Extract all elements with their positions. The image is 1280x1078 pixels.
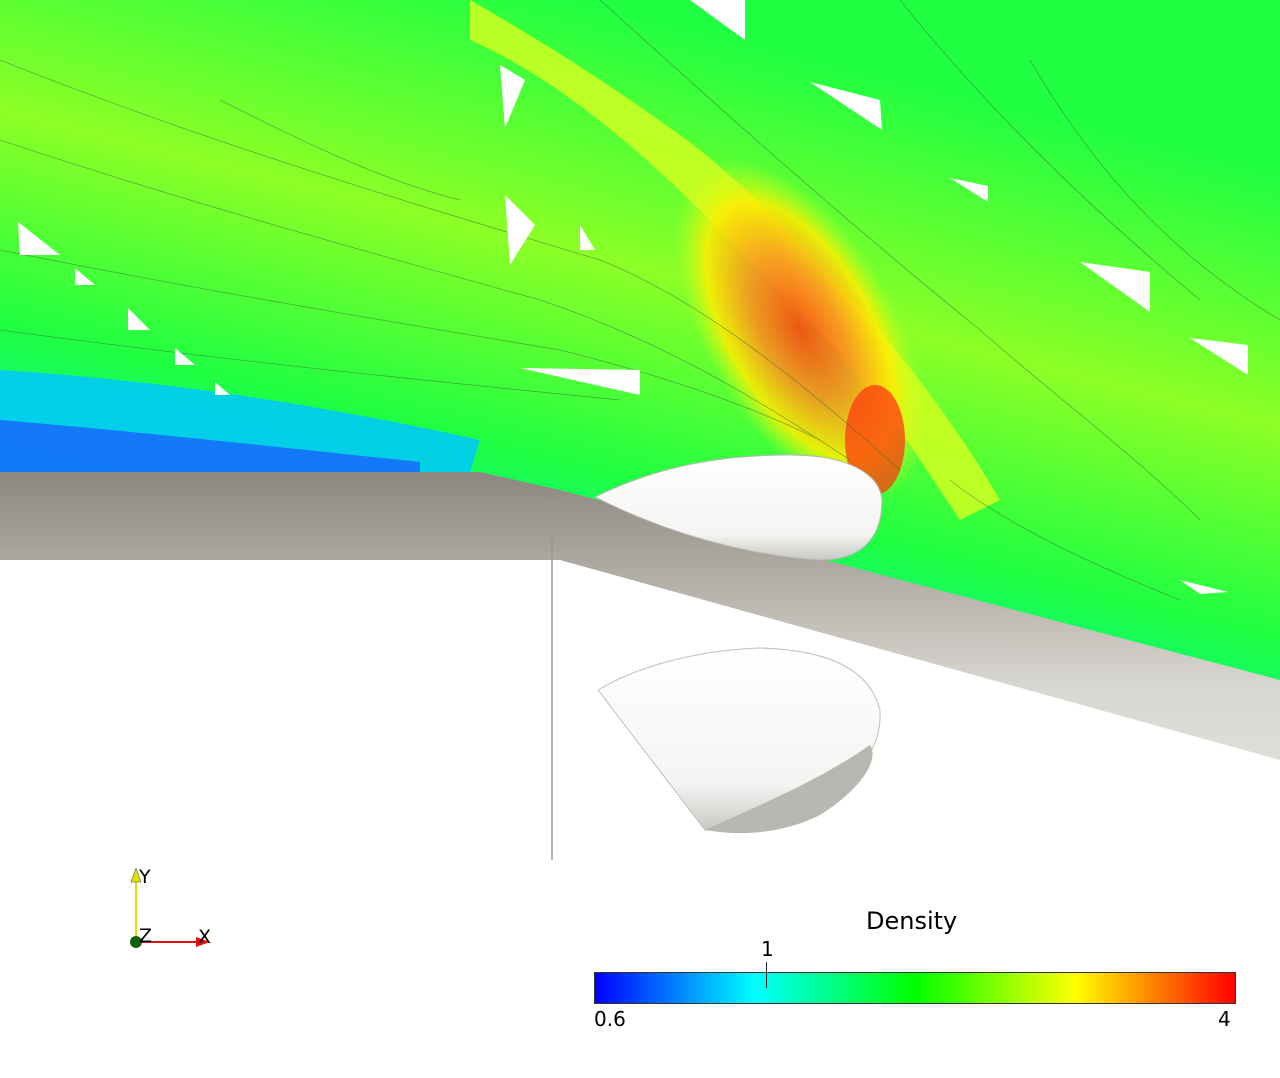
wing-lower-fade	[0, 560, 1280, 1078]
y-axis-arrow	[130, 867, 142, 883]
low-density-core	[0, 420, 420, 472]
z-axis-dot	[130, 936, 142, 948]
x-axis-arrow	[196, 937, 210, 947]
y-axis-label: Y	[139, 866, 151, 888]
scalar-bar-tick-label: 1	[761, 937, 774, 961]
store-pod-lower-shadow	[705, 745, 873, 834]
scalar-bar-max-label: 4	[1218, 1007, 1231, 1031]
scalar-bar-min-label: 0.6	[594, 1007, 626, 1031]
scalar-bar-gradient	[594, 972, 1236, 1004]
shock-core	[845, 385, 905, 495]
scalar-bar-title: Density	[866, 907, 958, 935]
x-axis-label: X	[198, 926, 212, 948]
z-axis-label: Z	[139, 925, 153, 947]
contour-lines	[0, 0, 1280, 601]
orientation-axes	[130, 867, 210, 948]
store-pod-upper	[593, 454, 883, 561]
scalar-bar-tick	[766, 962, 767, 988]
yellow-band	[470, 0, 1000, 520]
